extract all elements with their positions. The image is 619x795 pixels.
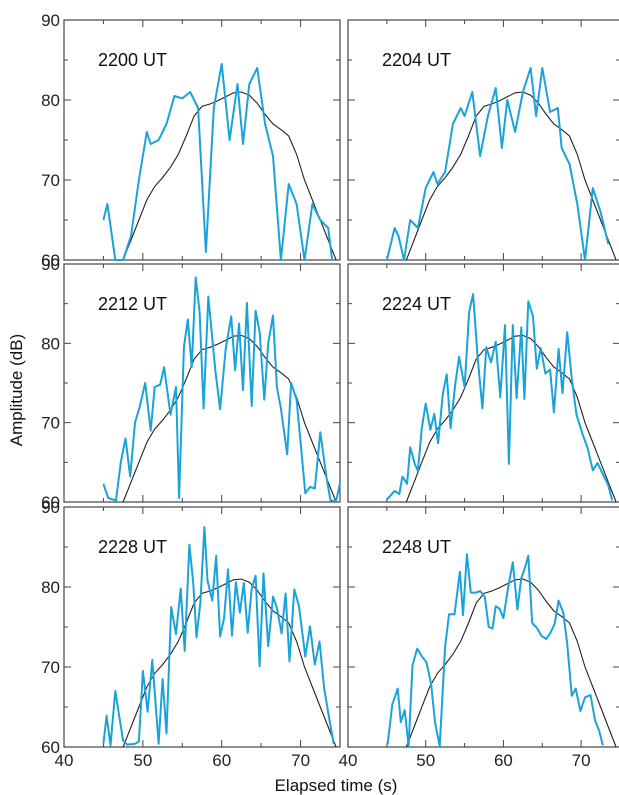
x-tick-label: 70 — [291, 751, 310, 770]
y-tick-label: 80 — [41, 91, 60, 110]
y-tick-label: 60 — [41, 738, 60, 757]
y-tick-label: 70 — [41, 658, 60, 677]
y-tick-label: 70 — [41, 414, 60, 433]
x-tick-label: 40 — [55, 751, 74, 770]
y-tick-label: 80 — [41, 334, 60, 353]
panel-label: 2224 UT — [382, 294, 451, 314]
panel-3: 60 70 80 90 2212 UT — [41, 255, 341, 512]
x-tick-label: 70 — [572, 751, 591, 770]
measured-series — [102, 63, 334, 261]
panel-6: 40 50 60 70 2248 UT — [339, 506, 619, 770]
panel-4: 2224 UT — [347, 263, 619, 503]
x-tick-label: 50 — [133, 751, 152, 770]
panel-label: 2200 UT — [98, 50, 167, 70]
measured-series — [386, 293, 614, 501]
model-curve — [405, 91, 617, 261]
panel-label: 2248 UT — [382, 537, 451, 557]
panel-1: 60 70 80 90 2200 UT — [41, 11, 341, 270]
y-tick-label: 80 — [41, 578, 60, 597]
measured-series — [385, 67, 610, 261]
x-tick-label: 40 — [339, 751, 358, 770]
panel-label: 2228 UT — [98, 537, 167, 557]
measured-series — [102, 526, 335, 747]
panel-5: 60 70 80 90 40 50 60 70 2228 UT — [41, 498, 341, 770]
x-axis-title: Elapsed time (s) — [275, 776, 398, 795]
measured-series — [102, 276, 341, 503]
x-tick-label: 50 — [416, 751, 435, 770]
panel-label: 2212 UT — [98, 294, 167, 314]
model-curve — [405, 334, 617, 503]
y-tick-label: 90 — [41, 255, 60, 274]
y-tick-label: 90 — [41, 11, 60, 30]
x-tick-label: 60 — [212, 751, 231, 770]
y-tick-label: 70 — [41, 171, 60, 190]
model-curve — [122, 334, 337, 503]
measured-series — [386, 553, 604, 748]
x-tick-label: 60 — [494, 751, 513, 770]
y-tick-label: 60 — [41, 493, 60, 512]
panel-2: 2204 UT — [347, 19, 619, 261]
model-curve — [405, 578, 617, 748]
y-tick-label: 60 — [41, 251, 60, 270]
model-curve — [122, 91, 337, 261]
y-tick-label: 90 — [41, 498, 60, 517]
panel-label: 2204 UT — [382, 50, 451, 70]
y-axis-title: Amplitude (dB) — [7, 334, 26, 446]
